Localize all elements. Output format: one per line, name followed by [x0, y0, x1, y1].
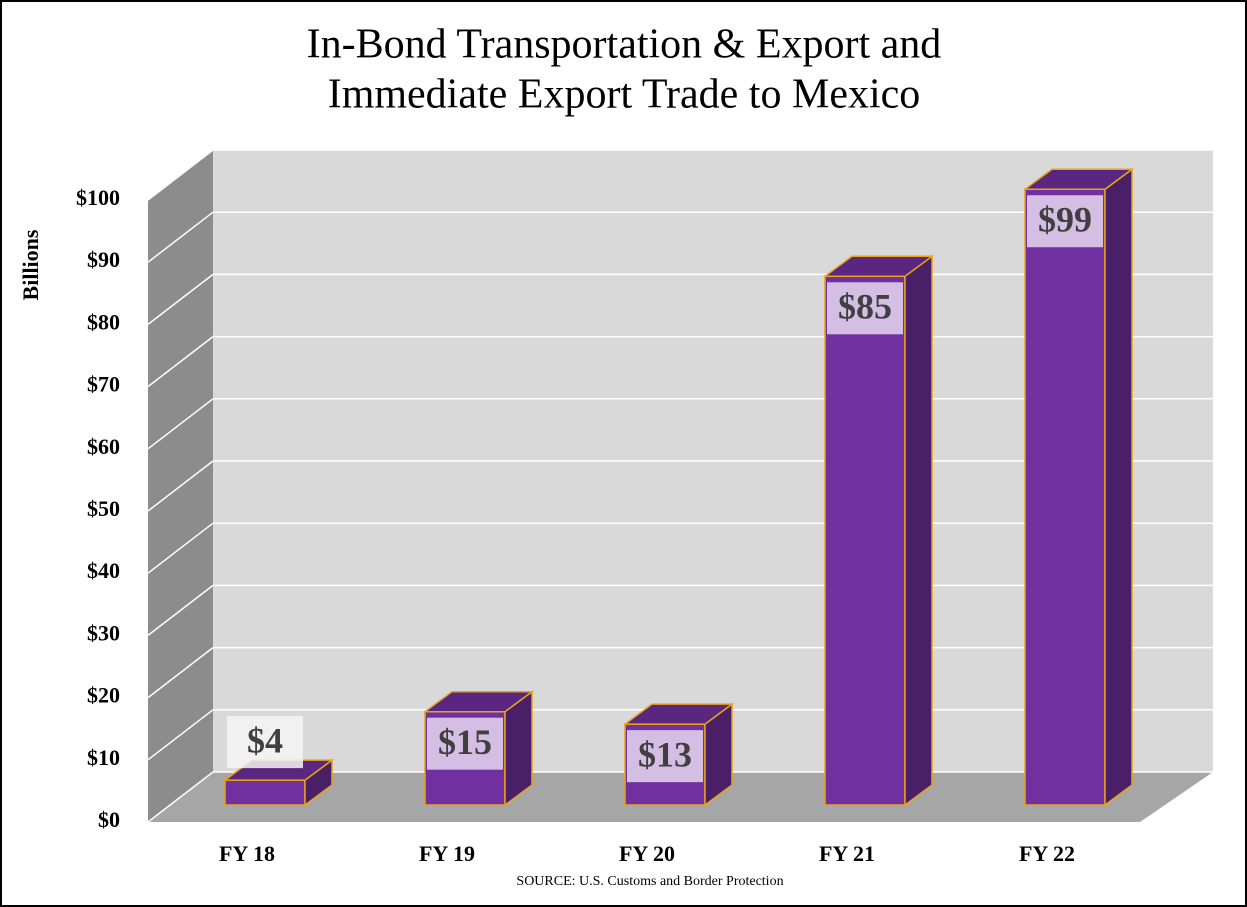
value-label-box: [827, 282, 903, 335]
x-tick-label: FY 19: [419, 841, 475, 866]
value-label-box: [427, 717, 503, 770]
grid-line: [147, 336, 214, 388]
y-axis-label: Billions: [18, 229, 43, 300]
bar-top: [822, 255, 935, 278]
grid-line: [147, 398, 214, 450]
grid-line: [147, 584, 214, 636]
source: SOURCE: U.S. Customs and Border Protecti…: [516, 874, 783, 889]
y-tick-label: $60: [87, 434, 120, 459]
value-label-box: [627, 730, 703, 783]
bar-side: [904, 254, 933, 807]
grid-line: [147, 273, 214, 325]
bar-side: [1104, 167, 1133, 807]
y-tick-label: $80: [87, 309, 120, 334]
chart-title: In-Bond Transportation & Export and: [307, 22, 942, 68]
y-tick-label: $50: [87, 496, 120, 521]
bar-top: [1022, 168, 1135, 190]
bar-top: [422, 690, 535, 713]
y-tick-label: $10: [87, 745, 120, 770]
grid-line: [147, 149, 214, 201]
value-label-box: [227, 716, 303, 769]
x-tick-label: FY 22: [1019, 841, 1075, 866]
value-label: $99: [1038, 199, 1092, 239]
x-tick-label: FY 18: [219, 841, 275, 866]
y-tick-label: $40: [87, 558, 120, 583]
value-label-box: [1027, 195, 1103, 248]
value-label: $4: [247, 720, 283, 760]
y-tick-label: $100: [76, 185, 120, 210]
y-tick-label: $70: [87, 372, 120, 397]
x-tick-label: FY 21: [819, 841, 875, 866]
value-label: $85: [838, 287, 892, 327]
y-tick-label: $20: [87, 683, 120, 708]
grid-line: [147, 211, 214, 263]
grid-line: [147, 647, 214, 699]
value-label: $15: [438, 722, 492, 762]
grid-line: [147, 709, 214, 761]
bar: [1024, 188, 1106, 806]
value-label: $13: [638, 734, 692, 774]
grid-line: [147, 522, 214, 574]
y-tick-label: $0: [98, 807, 120, 832]
bar-top: [622, 703, 735, 725]
y-tick-label: $90: [87, 247, 120, 272]
x-tick-label: FY 20: [619, 841, 675, 866]
bar: [224, 779, 306, 806]
chart-title: Immediate Export Trade to Mexico: [328, 72, 921, 118]
y-tick-label: $30: [87, 620, 120, 645]
bar: [824, 275, 906, 806]
grid-line: [147, 771, 214, 823]
grid-line: [147, 460, 214, 512]
